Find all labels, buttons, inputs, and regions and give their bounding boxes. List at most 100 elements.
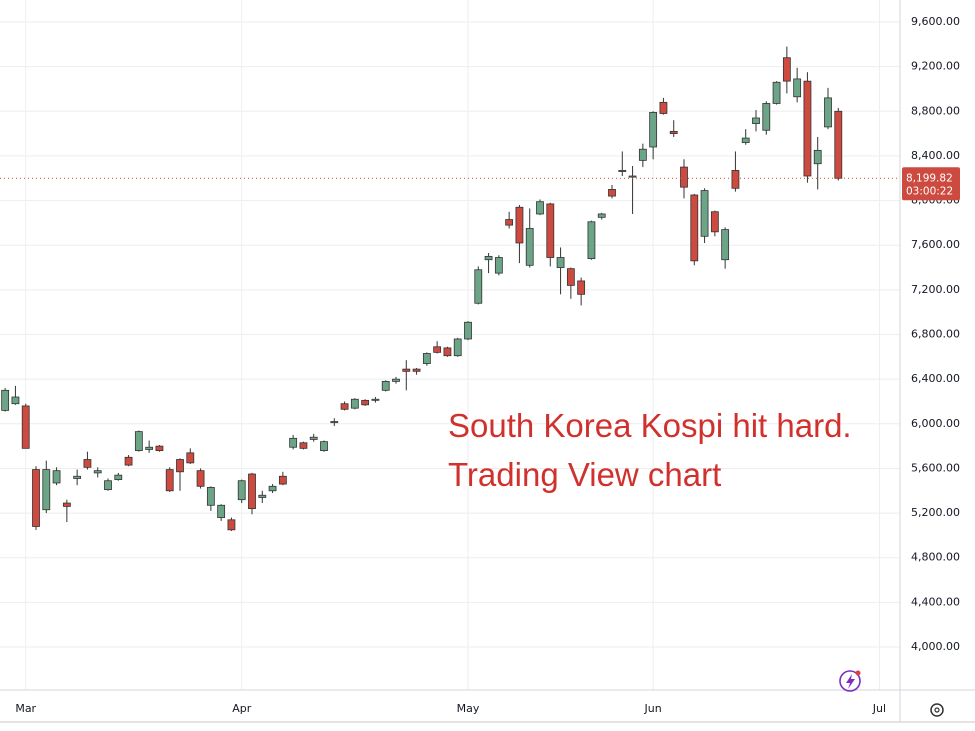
candle-body (628, 175, 637, 178)
y-tick-label: 4,000.00 (911, 640, 960, 653)
y-tick-label: 9,200.00 (911, 60, 960, 73)
candle-body (556, 257, 565, 268)
candle-body (104, 480, 112, 491)
y-tick-label: 6,400.00 (911, 372, 960, 385)
annotation: South Korea Kospi hit hard. (448, 407, 852, 444)
candle-body (803, 80, 812, 177)
candle-body (237, 480, 246, 501)
candle-body (690, 194, 699, 262)
x-tick-label: Mar (15, 702, 36, 715)
candle-body (206, 487, 215, 506)
icon-dot (855, 670, 861, 676)
candle-body (494, 257, 503, 274)
candle-body (700, 190, 709, 237)
candle-body (710, 211, 719, 233)
candle-body (134, 431, 143, 451)
candle-body (618, 170, 627, 172)
candle-body (741, 137, 750, 143)
candle-body (412, 368, 421, 372)
candle-body (83, 459, 92, 468)
candle-body (268, 485, 277, 492)
candle-body (782, 57, 791, 82)
lightning-icon[interactable] (839, 670, 861, 692)
x-tick-label: May (457, 702, 480, 715)
candle-body (834, 110, 843, 179)
candle-body (145, 446, 154, 450)
candle-body (114, 474, 123, 481)
y-tick-label: 4,800.00 (911, 551, 960, 564)
candle-body (124, 456, 133, 466)
candle-body (762, 103, 771, 131)
y-tick-label: 5,600.00 (911, 461, 960, 474)
settings-icon[interactable] (930, 703, 944, 717)
candle-body (11, 396, 20, 405)
candle-body (32, 469, 40, 527)
candle-body (731, 170, 740, 189)
y-tick-label: 6,000.00 (911, 417, 960, 430)
x-tick-label: Jun (644, 702, 662, 715)
candle-body (577, 280, 586, 295)
candle-body (680, 166, 688, 188)
candle-body (433, 346, 442, 353)
candle-body (546, 203, 555, 258)
candle-body (505, 219, 514, 226)
icon-bolt (846, 674, 855, 689)
candle-body (155, 445, 164, 451)
gear-hub (934, 707, 940, 713)
x-tick-label: Apr (232, 702, 252, 715)
candle-body (525, 228, 534, 266)
icon-ring (839, 670, 861, 692)
candle-body (73, 475, 82, 479)
candle-body (536, 201, 544, 215)
candle-body (62, 502, 71, 507)
candle-body (381, 380, 390, 391)
gear (930, 703, 944, 717)
candle-body (392, 378, 400, 382)
candle-body (258, 494, 267, 498)
y-tick-label: 9,600.00 (911, 15, 960, 28)
candle-body (278, 475, 287, 485)
candle-body (196, 470, 205, 487)
candle-body (597, 213, 606, 218)
y-tick-label: 8,800.00 (911, 104, 960, 117)
last-price-tag (902, 167, 960, 201)
candle-body (649, 111, 658, 148)
y-tick-label: 6,800.00 (911, 328, 960, 341)
candle-body (309, 436, 318, 440)
candle-body (52, 470, 61, 484)
candle-body (93, 470, 102, 474)
candle-body (659, 101, 668, 114)
y-tick-label: 7,200.00 (911, 283, 960, 296)
x-tick-label: Jul (872, 702, 886, 715)
y-tick-label: 5,200.00 (911, 506, 960, 519)
candle-body (566, 268, 575, 286)
candle-body (186, 452, 195, 464)
candle-body (453, 338, 462, 357)
grid (0, 0, 900, 690)
candle-body (813, 149, 822, 165)
candle-body (824, 97, 832, 128)
candle-body (350, 398, 359, 409)
candle-body (587, 221, 596, 260)
candle-body (793, 78, 802, 98)
candle-body (443, 347, 452, 357)
candle-body (608, 189, 616, 197)
candle-body (299, 442, 308, 449)
candle-body (330, 421, 339, 424)
candle-body (248, 473, 256, 510)
candle-body (42, 469, 51, 511)
candle-body (165, 469, 174, 492)
candle-body (721, 229, 730, 261)
candle-body (638, 148, 647, 161)
candle-body (772, 81, 781, 104)
candle-body (474, 269, 483, 304)
candle-body (320, 441, 328, 451)
y-tick-label: 4,400.00 (911, 595, 960, 608)
candle-body (1, 389, 10, 411)
candle-body (515, 206, 524, 244)
candle-body (227, 519, 236, 531)
candle-body (464, 321, 472, 340)
y-tick-label: 7,600.00 (911, 238, 960, 251)
